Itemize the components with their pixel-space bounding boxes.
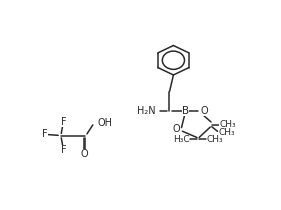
- Text: H₃C: H₃C: [173, 135, 189, 144]
- Text: O: O: [173, 124, 180, 134]
- Text: B: B: [182, 106, 189, 116]
- Text: F: F: [61, 145, 66, 155]
- Text: F: F: [61, 117, 66, 127]
- Text: O: O: [201, 106, 208, 116]
- Text: CH₃: CH₃: [219, 120, 236, 129]
- Text: CH₃: CH₃: [207, 135, 223, 144]
- Text: OH: OH: [97, 118, 112, 128]
- Text: CH₃: CH₃: [218, 128, 235, 137]
- Text: O: O: [81, 149, 89, 159]
- Text: H₂N: H₂N: [137, 106, 155, 116]
- Text: F: F: [42, 129, 48, 139]
